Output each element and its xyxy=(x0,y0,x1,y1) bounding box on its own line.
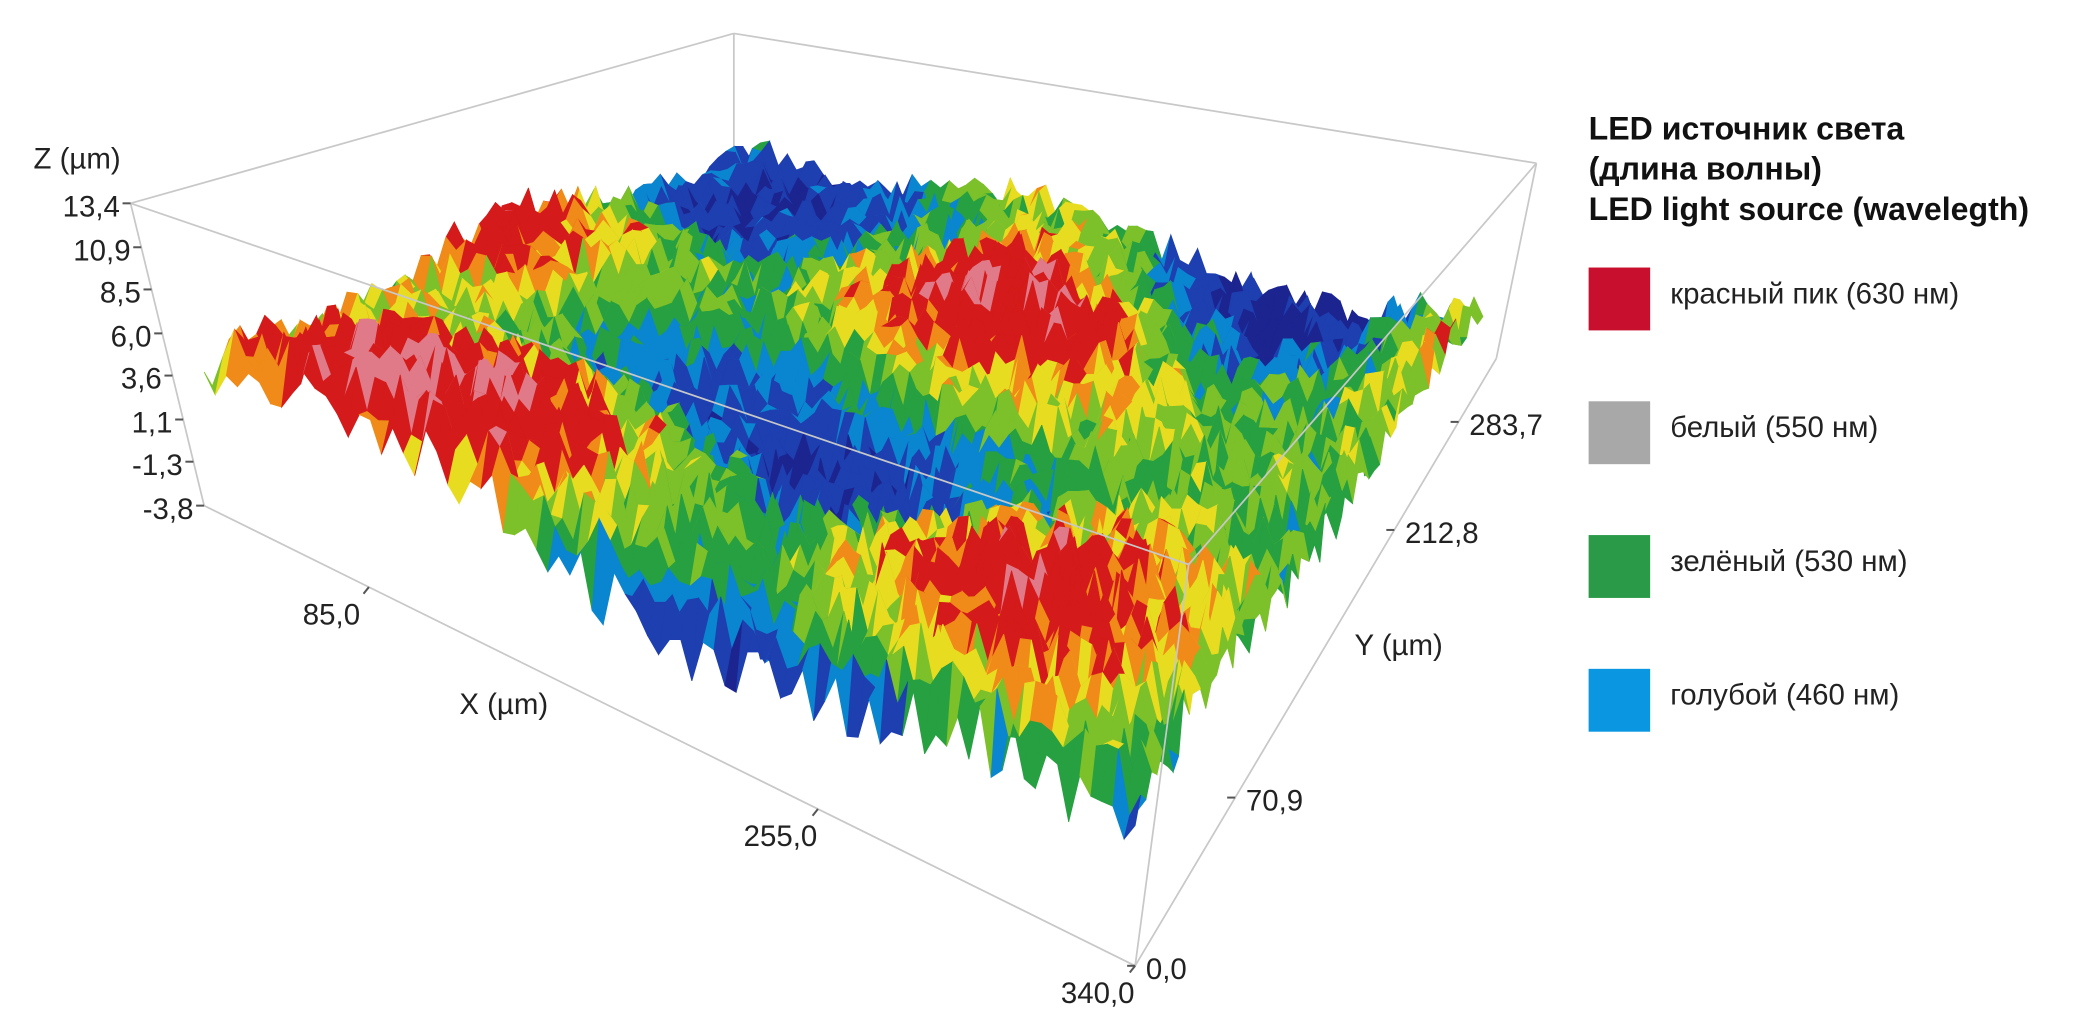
box-back xyxy=(130,32,1538,359)
surface xyxy=(203,140,1484,841)
box-edge xyxy=(1495,163,1538,359)
box-edge xyxy=(130,32,735,205)
box-edge xyxy=(733,32,1537,165)
